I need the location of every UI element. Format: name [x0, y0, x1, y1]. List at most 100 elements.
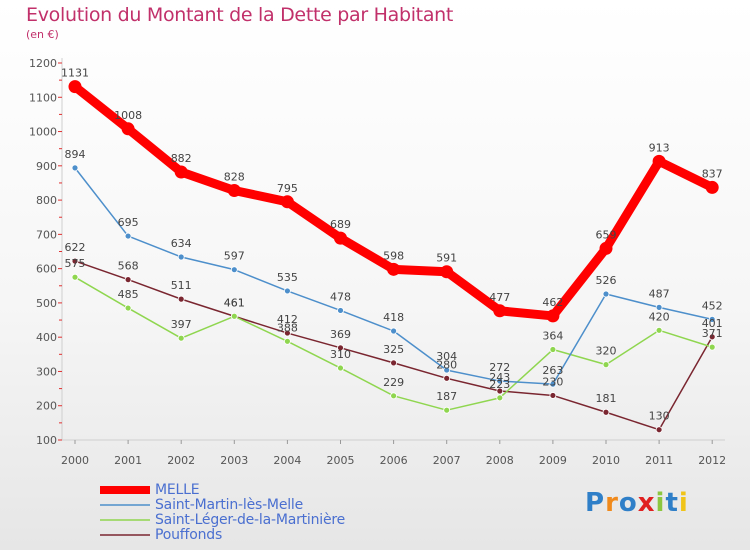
- legend-swatch-saint-leger: [100, 519, 150, 521]
- y-tick-label: 1100: [29, 91, 57, 104]
- y-tick-label: 100: [36, 434, 57, 447]
- data-point: [655, 426, 663, 434]
- x-tick-label: 2007: [433, 454, 461, 467]
- legend-swatch-saint-martin: [100, 504, 150, 506]
- chart-title: Evolution du Montant de la Dette par Hab…: [26, 4, 454, 26]
- data-point: [227, 183, 241, 197]
- line-chart: 100 200 300 400 500 600 700 800 900 1000 1100 1200 2…: [29, 57, 726, 467]
- data-label: 695: [118, 216, 139, 229]
- legend-label-pouffonds: Pouffonds: [155, 527, 223, 543]
- y-tick-label: 600: [36, 263, 57, 276]
- data-label: 511: [171, 279, 192, 292]
- data-label: 634: [171, 237, 192, 250]
- data-point: [655, 326, 663, 334]
- data-label: 388: [277, 321, 298, 334]
- legend-swatch-melle: [100, 486, 150, 494]
- data-point: [334, 231, 347, 245]
- data-label: 622: [65, 241, 86, 254]
- data-point: [549, 346, 557, 353]
- data-label: 487: [649, 287, 670, 300]
- data-label: 304: [436, 350, 457, 363]
- y-tick-label: 800: [36, 194, 57, 207]
- data-label: 420: [649, 310, 670, 323]
- data-label: 485: [118, 288, 139, 301]
- data-point: [71, 257, 79, 265]
- data-point: [443, 374, 451, 382]
- data-label: 882: [171, 152, 192, 165]
- y-tick-label: 900: [36, 160, 57, 173]
- proxiti-logo: Proxiti: [585, 488, 689, 518]
- data-label: 320: [596, 345, 617, 358]
- x-tick-label: 2002: [167, 454, 195, 467]
- y-tick-label: 400: [36, 331, 57, 344]
- x-tick-label: 2000: [61, 454, 89, 467]
- data-point: [496, 394, 504, 402]
- y-tick-label: 700: [36, 228, 57, 241]
- data-point: [230, 312, 238, 320]
- data-point: [230, 266, 238, 274]
- data-point: [652, 154, 666, 168]
- x-tick-label: 2001: [114, 454, 142, 467]
- data-point: [496, 377, 504, 385]
- data-label: 230: [542, 375, 563, 388]
- x-tick-label: 2004: [273, 454, 301, 467]
- data-point: [602, 290, 610, 298]
- logo-letter: i: [655, 488, 666, 518]
- data-label: 369: [330, 328, 351, 341]
- data-label: 461: [224, 296, 245, 309]
- data-point: [708, 315, 716, 323]
- logo-letter: o: [618, 488, 638, 518]
- x-tick-label: 2009: [539, 454, 567, 467]
- data-label: 1008: [114, 109, 142, 122]
- data-label: 243: [489, 371, 510, 384]
- x-tick-label: 2010: [592, 454, 620, 467]
- data-label: 371: [702, 327, 723, 340]
- data-label: 397: [171, 318, 192, 331]
- data-point: [177, 295, 185, 303]
- data-point: [280, 195, 294, 209]
- y-tick-label: 200: [36, 400, 57, 413]
- data-point: [602, 361, 610, 369]
- data-point: [496, 387, 504, 395]
- y-tick-label: 1000: [29, 126, 57, 139]
- x-tick-label: 2003: [220, 454, 248, 467]
- data-label: 689: [330, 218, 351, 231]
- x-tick-label: 2012: [698, 454, 726, 467]
- data-point: [283, 329, 291, 337]
- logo-letter: r: [605, 488, 619, 518]
- data-label: 181: [596, 392, 617, 405]
- data-point: [708, 343, 716, 351]
- x-tick-label: 2008: [486, 454, 514, 467]
- data-point: [493, 304, 507, 318]
- data-label: 828: [224, 170, 245, 183]
- data-point: [283, 287, 291, 295]
- data-point: [71, 164, 79, 172]
- data-point: [177, 334, 185, 342]
- data-label: 263: [542, 364, 563, 377]
- x-tick-label: 2005: [327, 454, 355, 467]
- data-label: 478: [330, 290, 351, 303]
- x-tick-label: 2006: [380, 454, 408, 467]
- data-point: [390, 327, 398, 335]
- data-label: 130: [649, 410, 670, 423]
- data-label: 412: [277, 313, 298, 326]
- data-point: [443, 406, 451, 414]
- data-label: 535: [277, 271, 298, 284]
- legend-swatch-pouffonds: [100, 534, 150, 536]
- data-point: [443, 366, 451, 374]
- data-label: 894: [65, 148, 86, 161]
- data-point: [440, 265, 454, 279]
- data-label: 310: [330, 348, 351, 361]
- data-label: 598: [383, 249, 404, 262]
- data-label: 187: [436, 390, 457, 403]
- data-point: [174, 165, 188, 179]
- data-label: 659: [596, 228, 617, 241]
- data-point: [124, 276, 132, 284]
- data-label: 272: [489, 361, 510, 374]
- data-point: [387, 262, 401, 276]
- data-label: 229: [383, 376, 404, 389]
- data-label: 568: [118, 260, 139, 273]
- y-tick-label: 300: [36, 365, 57, 378]
- data-label: 223: [489, 378, 510, 391]
- data-point: [124, 304, 132, 312]
